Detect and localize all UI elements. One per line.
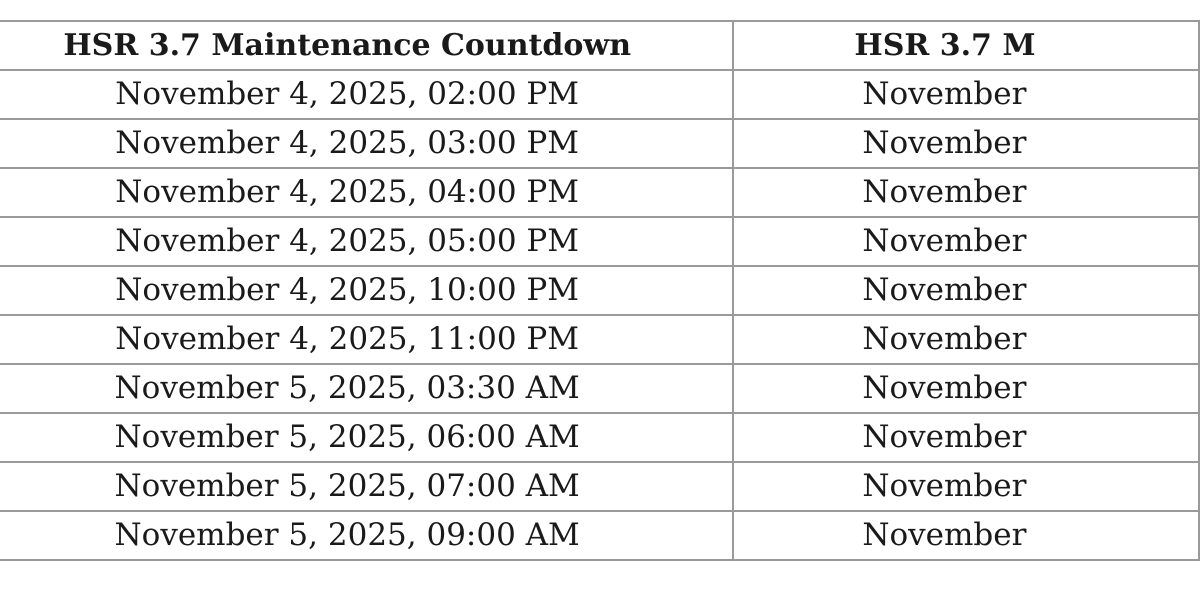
table-cell: November 4, 2025, 03:00 PM	[0, 118, 735, 169]
maintenance-table-container: HSR 3.7 Maintenance Countdown HSR 3.7 M …	[0, 20, 1200, 561]
table-row: November 4, 2025, 11:00 PM November	[0, 314, 1200, 365]
table-row: November 4, 2025, 10:00 PM November	[0, 265, 1200, 316]
table-row: November 5, 2025, 07:00 AM November	[0, 461, 1200, 512]
table-cell: November 4, 2025, 11:00 PM	[0, 314, 735, 365]
table-cell: November 4, 2025, 04:00 PM	[0, 167, 735, 218]
table-cell: November 5, 2025, 03:30 AM	[0, 363, 735, 414]
table-cell: November	[732, 216, 1200, 267]
header-row: HSR 3.7 Maintenance Countdown HSR 3.7 M	[0, 20, 1200, 71]
table-row: November 4, 2025, 05:00 PM November	[0, 216, 1200, 267]
column-header: HSR 3.7 M	[732, 20, 1200, 71]
table-cell: November	[732, 118, 1200, 169]
maintenance-countdown-table: HSR 3.7 Maintenance Countdown HSR 3.7 M …	[0, 20, 1200, 561]
table-cell: November	[732, 69, 1200, 120]
table-cell: November	[732, 363, 1200, 414]
column-header: HSR 3.7 Maintenance Countdown	[0, 20, 735, 71]
table-cell: November	[732, 167, 1200, 218]
table-row: November 5, 2025, 03:30 AM November	[0, 363, 1200, 414]
table-cell: November	[732, 314, 1200, 365]
table-row: November 4, 2025, 02:00 PM November	[0, 69, 1200, 120]
table-row: November 4, 2025, 03:00 PM November	[0, 118, 1200, 169]
table-cell: November	[732, 265, 1200, 316]
table-cell: November	[732, 412, 1200, 463]
table-cell: November 5, 2025, 09:00 AM	[0, 510, 735, 561]
table-cell: November	[732, 461, 1200, 512]
table-cell: November 5, 2025, 06:00 AM	[0, 412, 735, 463]
table-cell: November 5, 2025, 07:00 AM	[0, 461, 735, 512]
table-cell: November 4, 2025, 10:00 PM	[0, 265, 735, 316]
table-row: November 4, 2025, 04:00 PM November	[0, 167, 1200, 218]
table-row: November 5, 2025, 09:00 AM November	[0, 510, 1200, 561]
table-cell: November	[732, 510, 1200, 561]
table-cell: November 4, 2025, 02:00 PM	[0, 69, 735, 120]
table-row: November 5, 2025, 06:00 AM November	[0, 412, 1200, 463]
table-cell: November 4, 2025, 05:00 PM	[0, 216, 735, 267]
